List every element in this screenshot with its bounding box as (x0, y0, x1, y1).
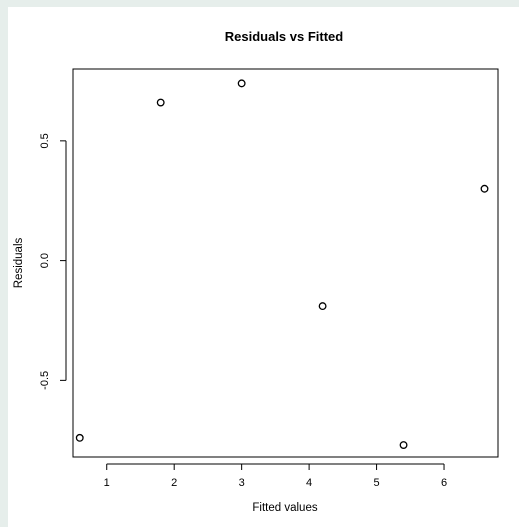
x-tick-label: 6 (441, 477, 447, 489)
y-tick-label: 0.0 (39, 253, 51, 268)
x-tick-label: 3 (239, 477, 245, 489)
data-point (237, 79, 246, 88)
x-tick-label: 1 (104, 477, 110, 489)
x-tick-label: 2 (171, 477, 177, 489)
data-point (480, 184, 489, 193)
y-tick-label: -0.5 (39, 371, 51, 390)
data-point (156, 98, 165, 107)
data-point (318, 302, 327, 311)
x-axis: 1 2 3 4 5 6 (104, 463, 447, 489)
x-tick-label: 5 (374, 477, 380, 489)
data-point (399, 441, 408, 449)
y-tick-label: 0.5 (39, 133, 51, 148)
data-points (75, 79, 489, 449)
chart-title: Residuals vs Fitted (225, 29, 344, 44)
plot-frame (72, 68, 499, 458)
x-tick-label: 4 (306, 477, 312, 489)
y-axis: -0.5 0.0 0.5 (39, 133, 67, 390)
x-axis-label: Fitted values (252, 502, 317, 514)
data-point (75, 433, 84, 442)
residuals-chart: Residuals vs Fitted 1 2 3 4 5 6 -0.5 0.0 0.5 Fi… (13, 29, 499, 514)
y-axis-label: Residuals (13, 238, 25, 289)
plot-panel: Residuals vs Fitted 1 2 3 4 5 6 -0.5 0.0 0.5 Fi… (8, 7, 519, 527)
